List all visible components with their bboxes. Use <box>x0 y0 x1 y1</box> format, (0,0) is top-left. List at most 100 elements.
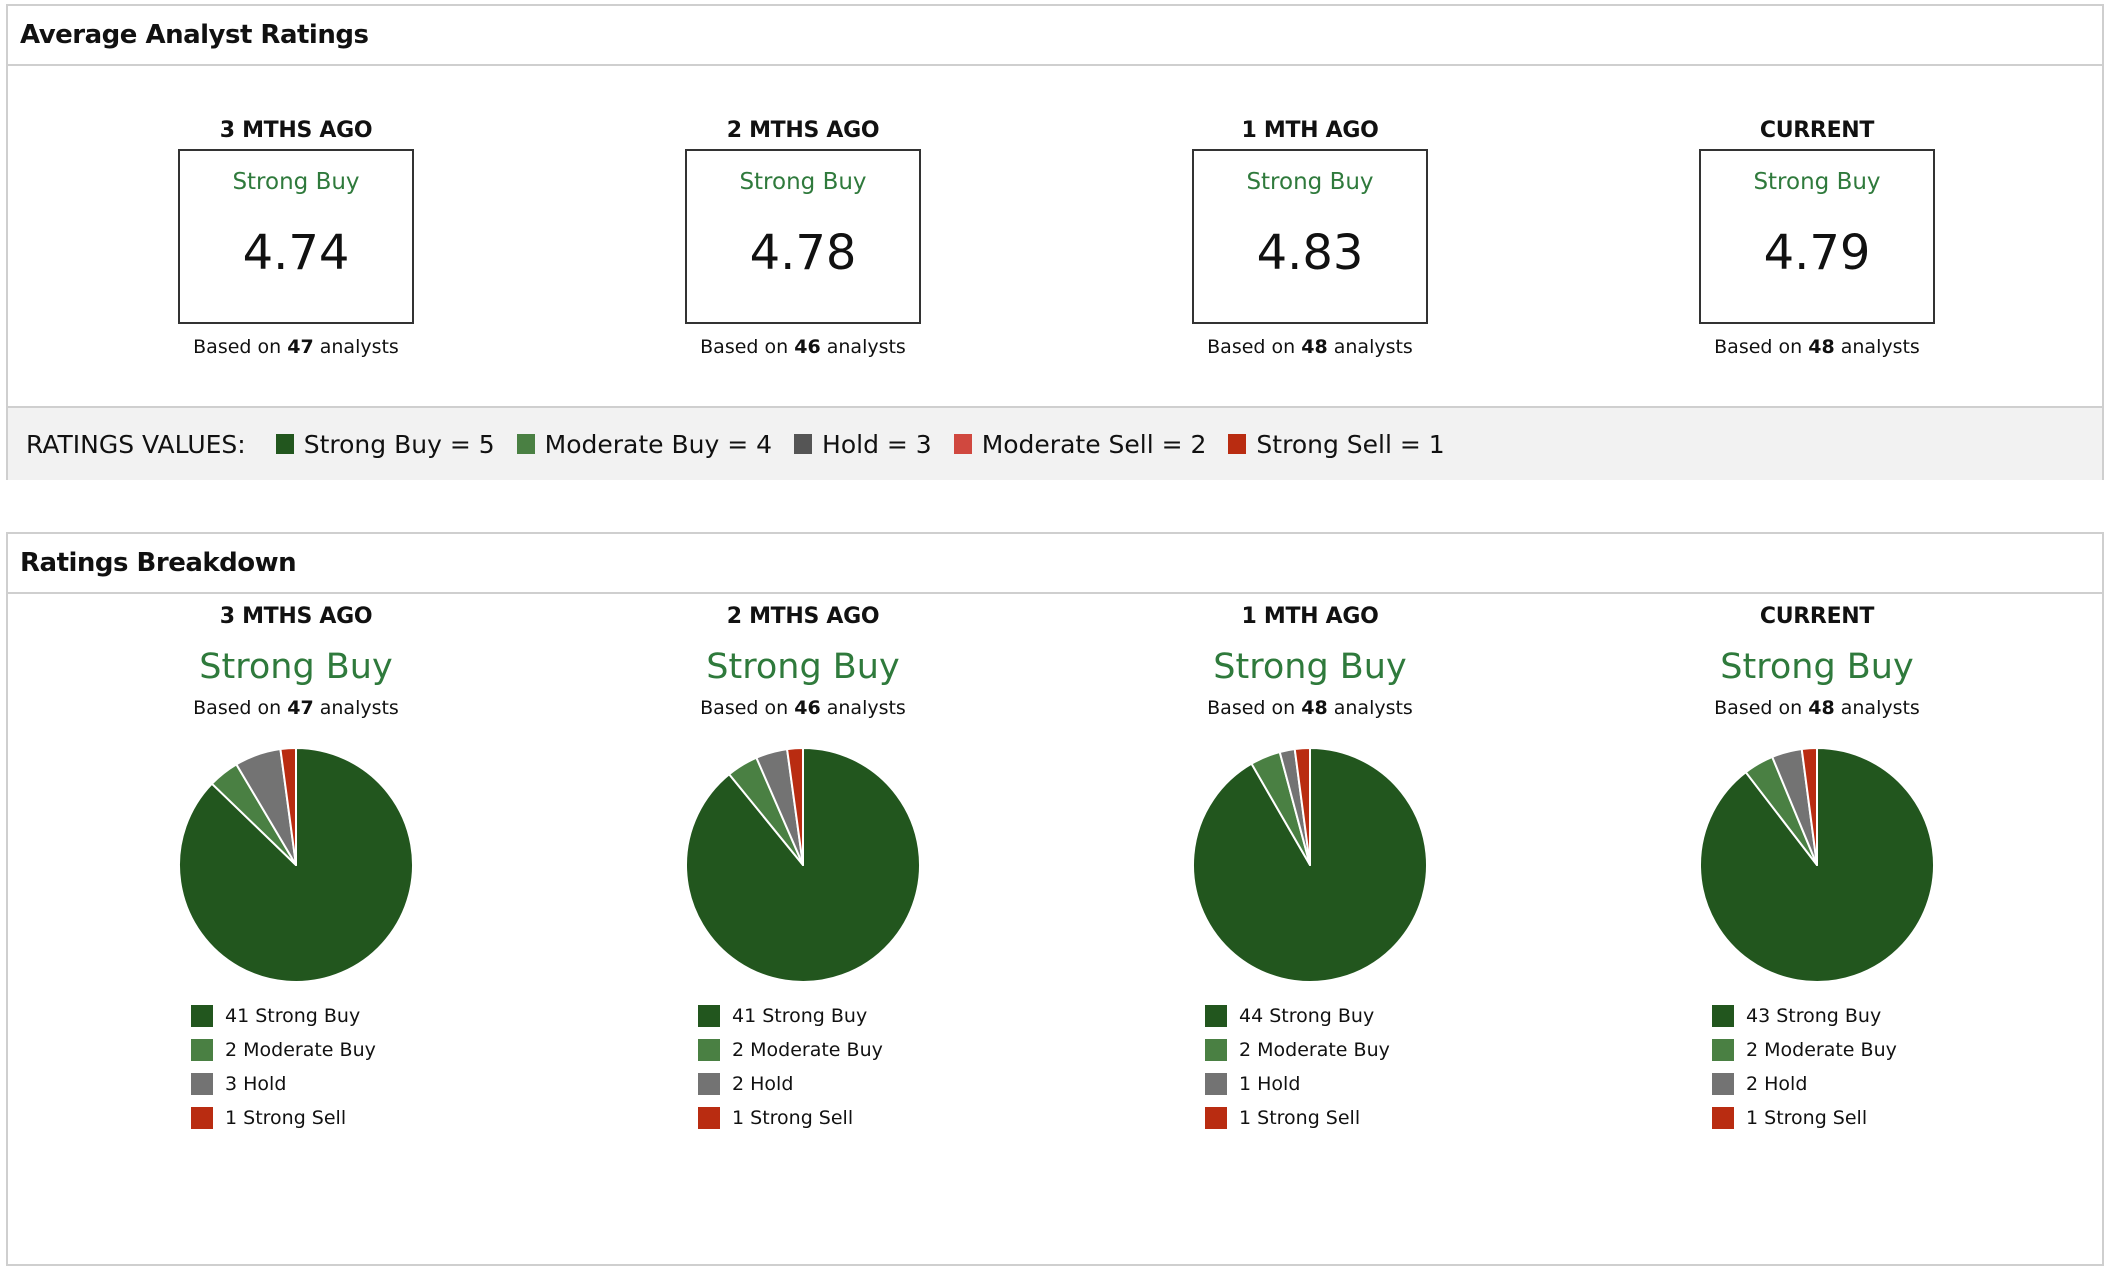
legend-swatch <box>1712 1107 1734 1129</box>
pie-chart-column: 3 MTHS AGO Strong Buy Based on 47 analys… <box>46 604 546 1135</box>
legend-swatch <box>191 1073 213 1095</box>
based-suffix: analysts <box>319 697 399 719</box>
analyst-count: Based on 46 analysts <box>553 336 1053 358</box>
legend-label: 1 Strong Sell <box>1239 1107 1361 1129</box>
average-rating-column: 1 MTH AGO Strong Buy 4.83 Based on 48 an… <box>1060 118 1560 358</box>
based-prefix: Based on <box>193 697 282 719</box>
average-rating-column: 3 MTHS AGO Strong Buy 4.74 Based on 47 a… <box>46 118 546 358</box>
based-prefix: Based on <box>700 697 789 719</box>
pie-legend-item: 41 Strong Buy <box>698 999 1053 1033</box>
period-label: 1 MTH AGO <box>1241 604 1379 629</box>
legend-label: 1 Strong Sell <box>732 1107 854 1129</box>
pie-slice-strong-sell[interactable] <box>1293 747 1311 866</box>
legend-swatch <box>516 434 535 454</box>
pie-legend-item: 1 Hold <box>1205 1067 1560 1101</box>
pie-legend-item: 1 Strong Sell <box>191 1101 546 1135</box>
legend-label: 44 Strong Buy <box>1239 1005 1375 1027</box>
pie-legend-item: 2 Hold <box>1712 1067 2067 1101</box>
legend-swatch <box>1712 1005 1734 1027</box>
pie-slice-strong-sell[interactable] <box>1800 747 1818 866</box>
pie-slice-strong-sell[interactable] <box>786 747 804 866</box>
rating-label: Strong Buy <box>706 647 900 687</box>
analyst-count: Based on 47 analysts <box>46 697 546 719</box>
pie-legend-item: 1 Strong Sell <box>698 1101 1053 1135</box>
legend-label: 2 Moderate Buy <box>225 1039 376 1061</box>
legend-item: Strong Buy = 5 <box>275 429 495 459</box>
legend-label: Hold = 3 <box>822 429 932 459</box>
average-analyst-ratings-panel: Average Analyst Ratings 3 MTHS AGO Stron… <box>6 4 2104 480</box>
legend-label: 2 Moderate Buy <box>1746 1039 1897 1061</box>
pie-chart-column: 2 MTHS AGO Strong Buy Based on 46 analys… <box>553 604 1053 1135</box>
pie-legend-item: 2 Hold <box>698 1067 1053 1101</box>
legend-swatch <box>1205 1039 1227 1061</box>
rating-label: Strong Buy <box>1720 647 1914 687</box>
pie-legend: 41 Strong Buy 2 Moderate Buy 2 Hold 1 Stron… <box>698 999 1053 1135</box>
legend-label: 2 Hold <box>1746 1073 1808 1095</box>
pie-chart <box>685 747 921 983</box>
legend-swatch <box>698 1039 720 1061</box>
ratings-breakdown-panel: Ratings Breakdown 3 MTHS AGO Strong Buy … <box>6 532 2104 1266</box>
rating-label: Strong Buy <box>1753 169 1881 195</box>
pie-legend-item: 3 Hold <box>191 1067 546 1101</box>
rating-box: Strong Buy 4.79 <box>1699 149 1935 324</box>
legend-label: 1 Strong Sell <box>225 1107 347 1129</box>
period-label: 3 MTHS AGO <box>219 118 373 143</box>
based-suffix: analysts <box>826 336 906 358</box>
period-label: CURRENT <box>1759 118 1875 143</box>
legend-swatch <box>275 434 294 454</box>
legend-item: Moderate Buy = 4 <box>516 430 772 459</box>
based-prefix: Based on <box>193 336 282 358</box>
count: 47 <box>287 336 314 358</box>
count: 48 <box>1301 697 1328 719</box>
based-suffix: analysts <box>1840 697 1920 719</box>
count: 48 <box>1808 697 1835 719</box>
rating-box: Strong Buy 4.74 <box>178 149 414 324</box>
legend-label: Moderate Sell = 2 <box>981 429 1207 459</box>
legend-item: Moderate Sell = 2 <box>953 429 1207 459</box>
legend-title: RATINGS VALUES: <box>26 429 246 459</box>
rating-box: Strong Buy 4.83 <box>1192 149 1428 324</box>
pie-legend-item: 2 Moderate Buy <box>1205 1033 1560 1067</box>
legend-label: 41 Strong Buy <box>225 1005 361 1027</box>
pie-chart <box>178 747 414 983</box>
pie-chart <box>1192 747 1428 983</box>
legend-swatch <box>191 1107 213 1129</box>
analyst-count: Based on 46 analysts <box>553 697 1053 719</box>
legend-swatch <box>1205 1005 1227 1027</box>
analyst-count: Based on 48 analysts <box>1567 336 2067 358</box>
pie-legend-item: 41 Strong Buy <box>191 999 546 1033</box>
legend-label: Strong Sell = 1 <box>1256 429 1445 459</box>
panel-title: Ratings Breakdown <box>8 534 2102 594</box>
pie-legend-item: 2 Moderate Buy <box>698 1033 1053 1067</box>
pie-legend-item: 43 Strong Buy <box>1712 999 2067 1033</box>
rating-label: Strong Buy <box>1246 169 1374 195</box>
analyst-count: Based on 48 analysts <box>1060 336 1560 358</box>
based-suffix: analysts <box>1333 697 1413 719</box>
legend-label: 43 Strong Buy <box>1746 1005 1882 1027</box>
count: 48 <box>1808 336 1835 358</box>
legend-swatch <box>953 434 972 454</box>
period-label: 2 MTHS AGO <box>726 118 880 143</box>
legend-swatch <box>1205 1107 1227 1129</box>
rating-score: 4.83 <box>1256 225 1364 281</box>
pie-legend: 43 Strong Buy 2 Moderate Buy 2 Hold 1 Stron… <box>1712 999 2067 1135</box>
pie-legend-item: 44 Strong Buy <box>1205 999 1560 1033</box>
legend-swatch <box>1205 1073 1227 1095</box>
period-label: 3 MTHS AGO <box>219 604 373 629</box>
average-rating-column: CURRENT Strong Buy 4.79 Based on 48 anal… <box>1567 118 2067 358</box>
legend-swatch <box>698 1107 720 1129</box>
count: 46 <box>794 697 821 719</box>
legend-label: Strong Buy = 5 <box>303 429 495 459</box>
rating-score: 4.78 <box>749 225 857 281</box>
analyst-count: Based on 47 analysts <box>46 336 546 358</box>
legend-label: 1 Strong Sell <box>1746 1107 1868 1129</box>
based-suffix: analysts <box>1840 336 1920 358</box>
count: 47 <box>287 697 314 719</box>
pie-legend-item: 2 Moderate Buy <box>191 1033 546 1067</box>
based-suffix: analysts <box>319 336 399 358</box>
period-label: CURRENT <box>1759 604 1875 629</box>
rating-box: Strong Buy 4.78 <box>685 149 921 324</box>
pie-slice-strong-sell[interactable] <box>279 747 297 866</box>
rating-label: Strong Buy <box>739 169 867 195</box>
rating-score: 4.79 <box>1763 225 1871 281</box>
